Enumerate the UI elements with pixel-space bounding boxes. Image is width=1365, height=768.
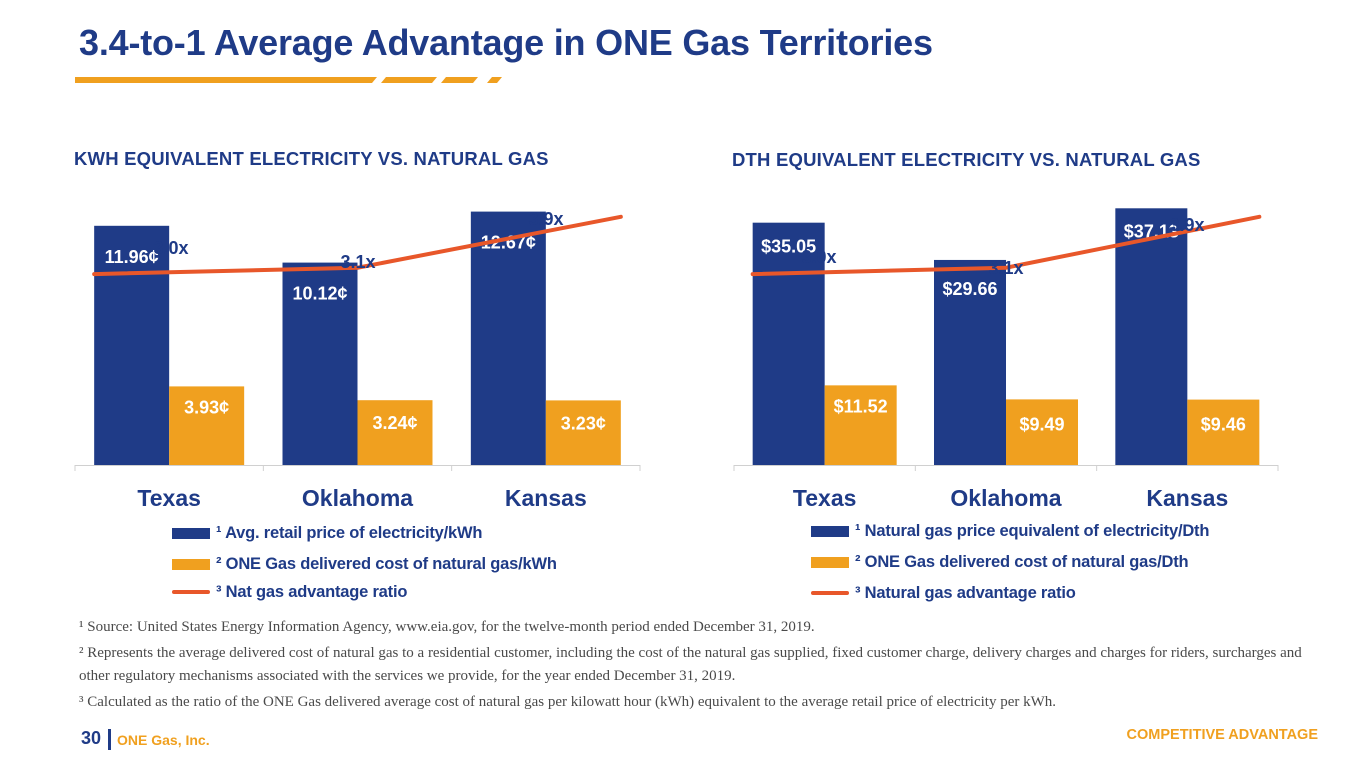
bar-gas-oklahoma [357, 400, 433, 465]
category-label-texas: Texas [137, 485, 201, 511]
footnote-3: ³ Calculated as the ratio of the ONE Gas… [79, 694, 1057, 710]
legend-swatch-orange [811, 557, 849, 568]
footer-divider [108, 729, 111, 750]
ratio-line [750, 214, 1262, 277]
data-label: 3.93¢ [184, 397, 229, 417]
bar-electricity-kansas [1115, 208, 1188, 465]
ratio-label: 3.0x [153, 238, 188, 258]
category-label-oklahoma: Oklahoma [302, 485, 413, 511]
legend-label: ³ Nat gas advantage ratio [216, 583, 408, 601]
legend-line-swatch [172, 590, 210, 594]
category-label-texas: Texas [793, 485, 857, 511]
page-number: 30 [81, 728, 102, 748]
bar-gas-oklahoma [1006, 399, 1078, 465]
data-label: 10.12¢ [292, 284, 347, 304]
bar-electricity-texas [752, 222, 825, 465]
bar-gas-texas [169, 386, 245, 465]
footer-company: ONE Gas, Inc. [117, 732, 210, 748]
category-label-kansas: Kansas [1146, 485, 1228, 511]
chart-heading-kwh: KWH EQUIVALENT ELECTRICITY VS. NATURAL G… [74, 148, 549, 169]
data-label: 11.96¢ [105, 247, 159, 267]
data-label: $29.66 [942, 279, 997, 299]
ratio-label: 3.0x [801, 247, 836, 267]
chart-kwh: 11.96¢3.93¢Texas10.12¢3.24¢Oklahoma12.67… [74, 209, 641, 511]
legend-swatch-navy [811, 526, 849, 537]
data-label: $35.05 [761, 237, 816, 257]
legend-line-swatch [811, 591, 849, 595]
ratio-line [92, 214, 623, 277]
data-label: $11.52 [834, 396, 888, 416]
legend-label: ² ONE Gas delivered cost of natural gas/… [855, 553, 1189, 571]
ratio-label: 3.1x [988, 258, 1023, 278]
legend-swatch-navy [172, 528, 210, 539]
data-label: 3.24¢ [372, 413, 417, 433]
bar-gas-kansas [1187, 399, 1260, 465]
footnote-1: ¹ Source: United States Energy Informati… [79, 619, 815, 635]
bar-electricity-oklahoma [282, 262, 358, 465]
ratio-label: 3.1x [340, 252, 375, 272]
footnotes: ¹ Source: United States Energy Informati… [79, 616, 1309, 717]
ratio-label: 3.9x [528, 209, 563, 229]
footnote-2: ² Represents the average delivered cost … [79, 645, 1302, 684]
category-label-kansas: Kansas [505, 485, 587, 511]
ratio-label: 3.9x [1169, 215, 1204, 235]
footer-section-label: COMPETITIVE ADVANTAGE [1126, 727, 1318, 743]
bar-electricity-kansas [470, 211, 546, 465]
data-label: $9.49 [1019, 414, 1064, 434]
slide-title: 3.4-to-1 Average Advantage in ONE Gas Te… [79, 22, 933, 63]
data-label: 3.23¢ [561, 413, 606, 433]
bar-electricity-oklahoma [934, 259, 1006, 465]
legend-label: ³ Natural gas advantage ratio [855, 584, 1076, 602]
legend-label: ² ONE Gas delivered cost of natural gas/… [216, 555, 557, 573]
chart-dth: $35.05$11.52Texas$29.66$9.49Oklahoma$37.… [733, 208, 1279, 511]
bar-electricity-texas [94, 225, 170, 465]
legend-label: ¹ Avg. retail price of electricity/kWh [216, 524, 483, 542]
title-underline [75, 77, 502, 83]
chart-heading-dth: DTH EQUIVALENT ELECTRICITY VS. NATURAL G… [732, 149, 1201, 170]
bar-gas-kansas [545, 400, 621, 465]
data-label: $9.46 [1201, 415, 1246, 435]
legend-swatch-orange [172, 559, 210, 570]
category-label-oklahoma: Oklahoma [950, 485, 1061, 511]
legend-label: ¹ Natural gas price equivalent of electr… [855, 522, 1210, 540]
bar-gas-texas [824, 385, 897, 465]
